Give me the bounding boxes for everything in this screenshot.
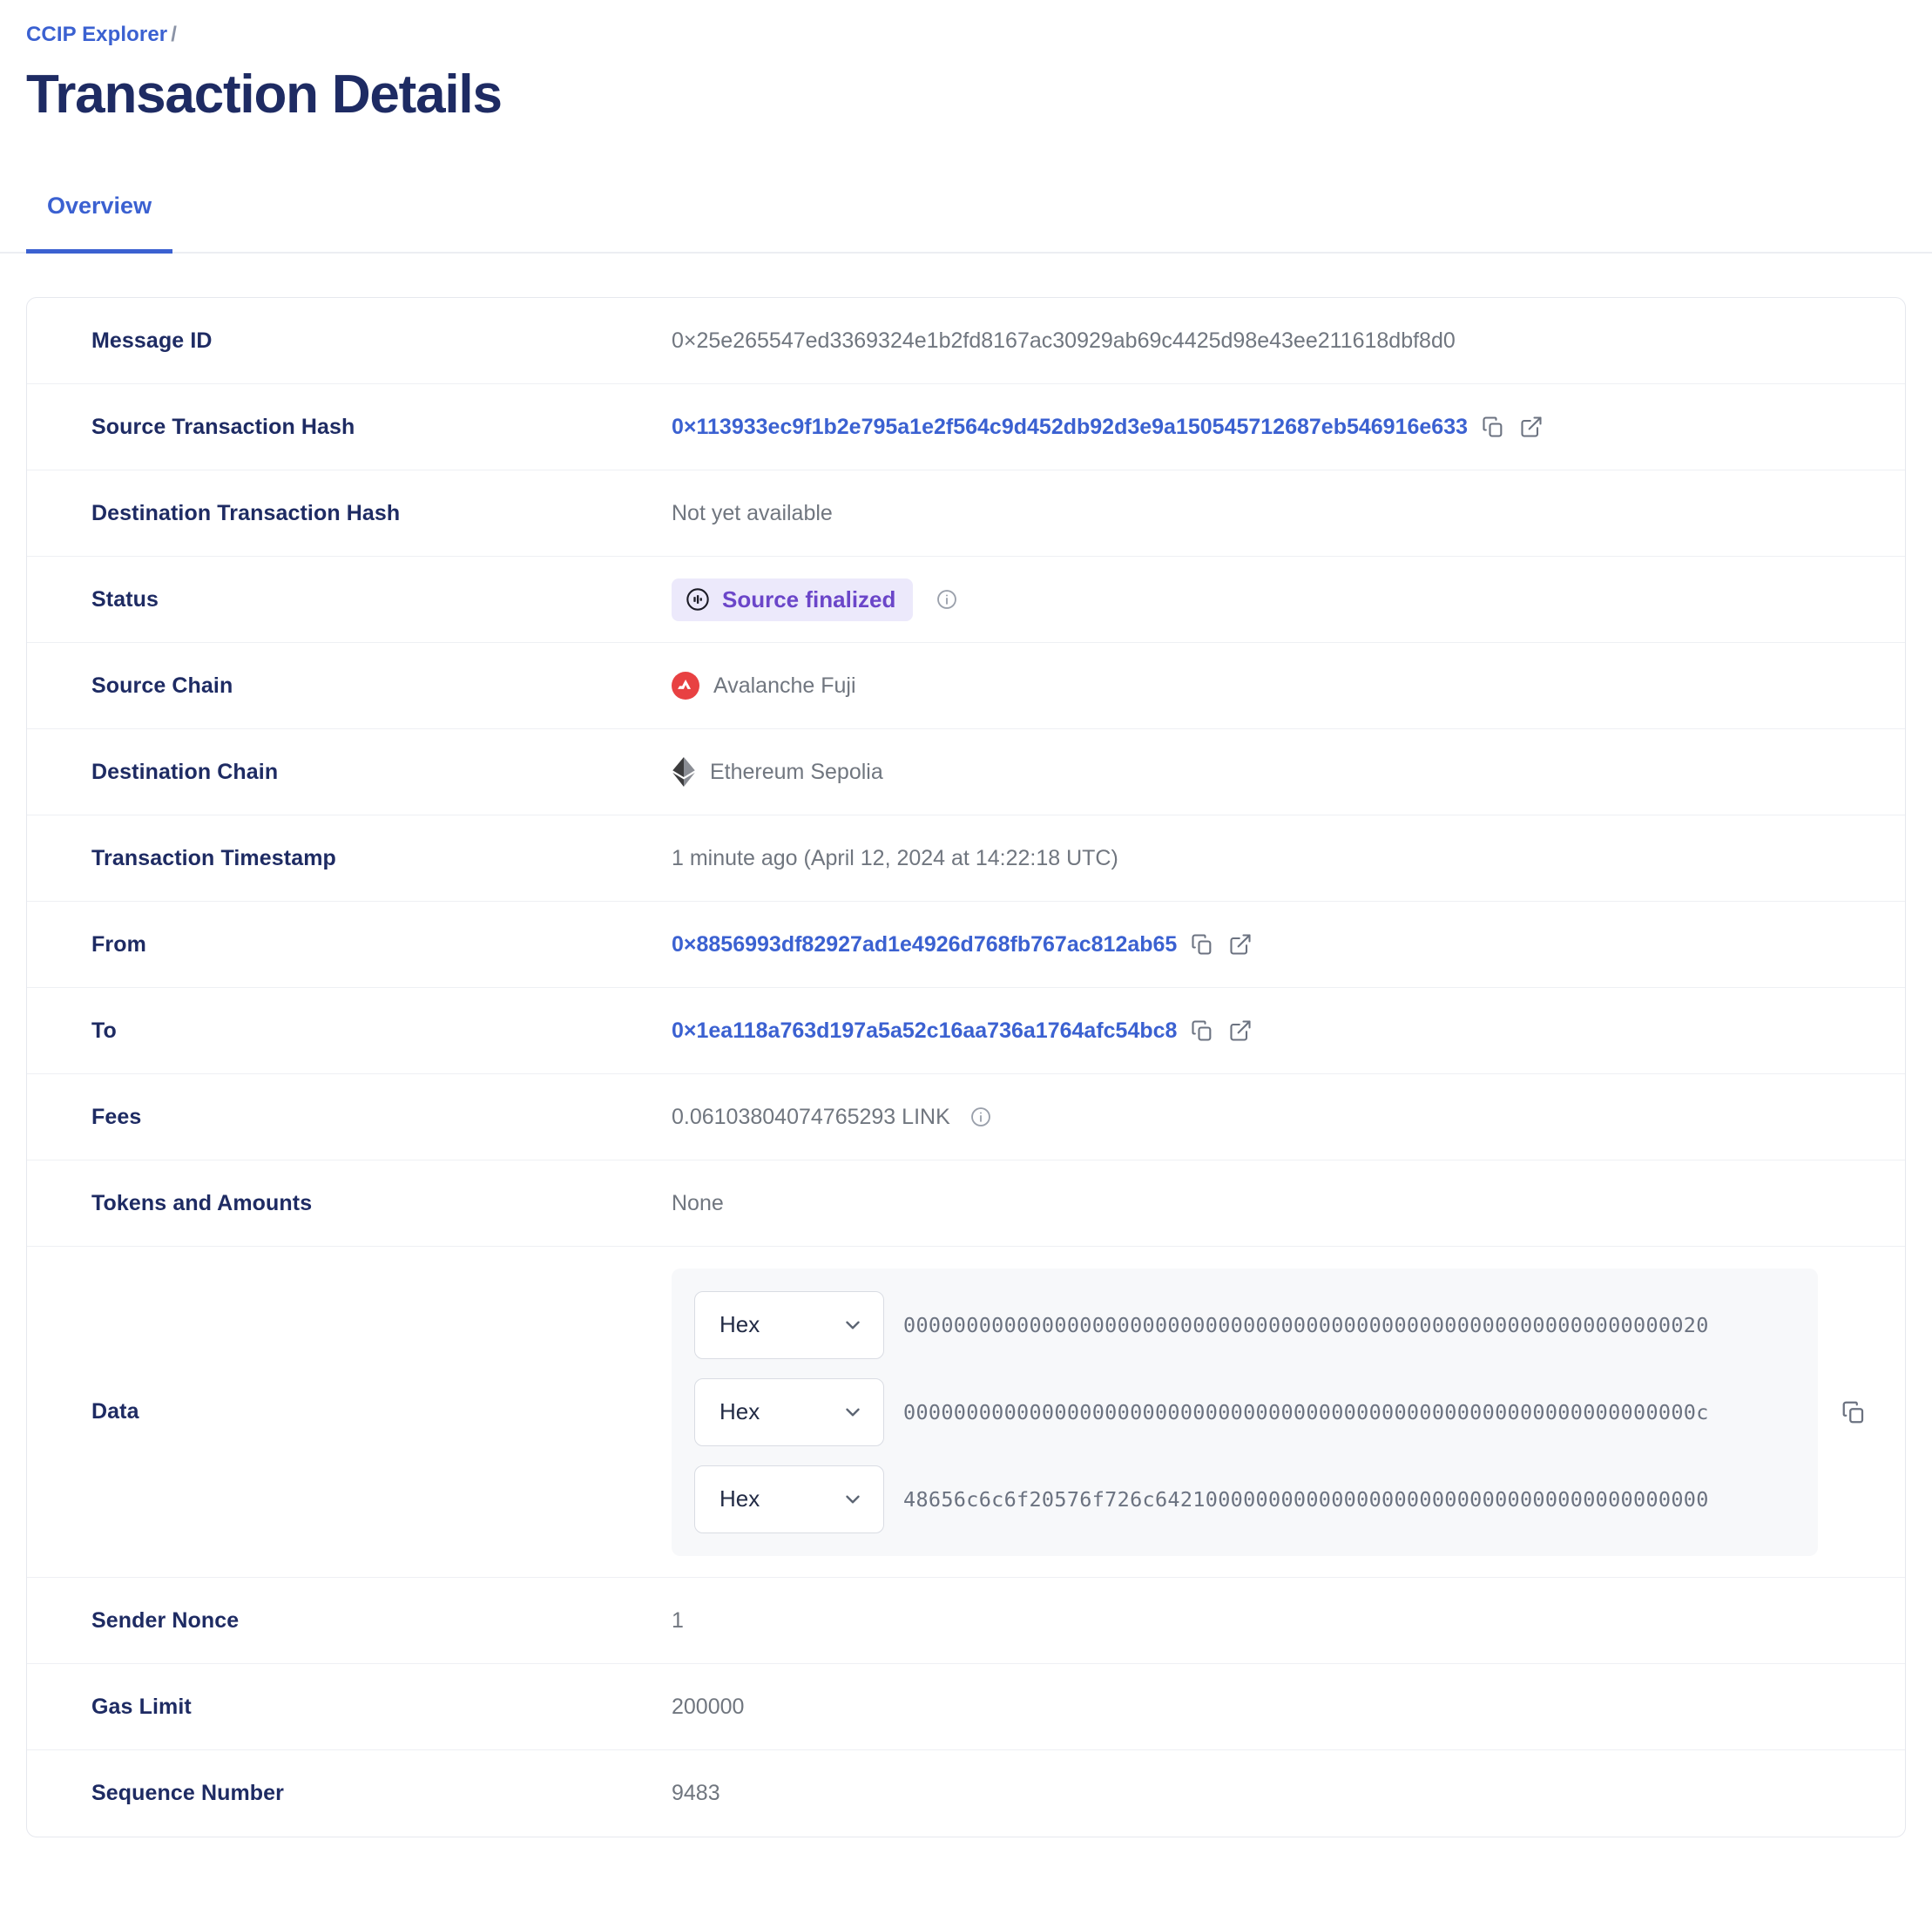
row-status: Status Source finalized xyxy=(27,557,1905,644)
row-from: From 0×8856993df82927ad1e4926d768fb767ac… xyxy=(27,902,1905,989)
chevron-down-icon xyxy=(846,1495,860,1504)
data-line-1-value: 0000000000000000000000000000000000000000… xyxy=(903,1312,1709,1337)
data-format-select-1-value: Hex xyxy=(719,1311,760,1338)
row-source-chain: Source Chain Avalanche Fuji xyxy=(27,643,1905,730)
data-line: Hex 48656c6c6f20576f726c6421000000000000… xyxy=(694,1465,1795,1533)
row-value-source-transaction-hash: 0×113933ec9f1b2e795a1e2f564c9d452db92d3e… xyxy=(672,414,1905,440)
page-title: Transaction Details xyxy=(26,64,503,125)
row-label-sequence-number: Sequence Number xyxy=(91,1781,285,1806)
transaction-details-card: Message ID 0×25e265547ed3369324e1b2fd816… xyxy=(26,297,1906,1838)
source-transaction-hash-link[interactable]: 0×113933ec9f1b2e795a1e2f564c9d452db92d3e… xyxy=(672,414,1469,439)
source-finalized-icon xyxy=(686,588,709,611)
row-value-tokens-and-amounts: None xyxy=(672,1191,1905,1216)
status-badge: Source finalized xyxy=(672,578,914,621)
chevron-down-icon xyxy=(846,1408,860,1417)
from-address-link[interactable]: 0×8856993df82927ad1e4926d768fb767ac812ab… xyxy=(672,931,1178,957)
data-line: Hex 000000000000000000000000000000000000… xyxy=(694,1290,1795,1359)
row-sender-nonce: Sender Nonce 1 xyxy=(27,1578,1905,1665)
tab-overview[interactable]: Overview xyxy=(26,186,173,254)
data-format-select-3-value: Hex xyxy=(719,1485,760,1512)
row-label-tokens-and-amounts: Tokens and Amounts xyxy=(91,1190,313,1215)
row-value-status: Source finalized xyxy=(672,578,1905,621)
data-line-3-value: 48656c6c6f20576f726c64210000000000000000… xyxy=(903,1486,1709,1512)
row-sequence-number: Sequence Number 9483 xyxy=(27,1750,1905,1837)
copy-icon[interactable] xyxy=(1189,1018,1215,1044)
avalanche-icon xyxy=(672,672,699,700)
row-transaction-timestamp: Transaction Timestamp 1 minute ago (Apri… xyxy=(27,815,1905,903)
external-link-icon[interactable] xyxy=(1518,414,1544,440)
row-value-destination-chain: Ethereum Sepolia xyxy=(672,757,1905,788)
row-destination-chain: Destination Chain Ethereum Sepolia xyxy=(27,729,1905,816)
message-id-value: 0×25e265547ed3369324e1b2fd8167ac30929ab6… xyxy=(672,328,1456,353)
row-message-id: Message ID 0×25e265547ed3369324e1b2fd816… xyxy=(27,298,1905,385)
row-value-transaction-timestamp: 1 minute ago (April 12, 2024 at 14:22:18… xyxy=(672,846,1905,871)
to-address-link[interactable]: 0×1ea118a763d197a5a52c16aa736a1764afc54b… xyxy=(672,1018,1178,1043)
data-format-select-2[interactable]: Hex xyxy=(694,1377,884,1446)
row-label-fees: Fees xyxy=(91,1104,142,1129)
row-fees: Fees 0.06103804074765293 LINK xyxy=(27,1074,1905,1161)
tokens-and-amounts-value: None xyxy=(672,1190,724,1215)
sequence-number-value: 9483 xyxy=(672,1781,720,1806)
breadcrumb: CCIP Explorer / xyxy=(0,0,1932,47)
row-value-data: Hex 000000000000000000000000000000000000… xyxy=(672,1248,1905,1577)
fees-value: 0.06103804074765293 LINK xyxy=(672,1104,950,1129)
chevron-down-icon xyxy=(846,1321,860,1330)
row-value-destination-transaction-hash: Not yet available xyxy=(672,501,1905,526)
row-value-gas-limit: 200000 xyxy=(672,1695,1905,1720)
row-label-transaction-timestamp: Transaction Timestamp xyxy=(91,845,336,870)
row-source-transaction-hash: Source Transaction Hash 0×113933ec9f1b2e… xyxy=(27,384,1905,471)
row-label-data: Data xyxy=(91,1399,139,1424)
data-panel: Hex 000000000000000000000000000000000000… xyxy=(672,1268,1818,1556)
row-tokens-and-amounts: Tokens and Amounts None xyxy=(27,1160,1905,1248)
copy-icon[interactable] xyxy=(1480,414,1506,440)
row-value-from: 0×8856993df82927ad1e4926d768fb767ac812ab… xyxy=(672,931,1905,957)
gas-limit-value: 200000 xyxy=(672,1694,745,1719)
sender-nonce-value: 1 xyxy=(672,1607,684,1633)
info-icon[interactable] xyxy=(934,586,960,612)
tab-overview-label: Overview xyxy=(47,193,152,220)
row-label-sender-nonce: Sender Nonce xyxy=(91,1607,240,1633)
row-label-source-chain: Source Chain xyxy=(91,673,233,698)
row-data: Data Hex 0000000000000000000000000000000… xyxy=(27,1247,1905,1579)
external-link-icon[interactable] xyxy=(1227,931,1253,957)
row-label-status: Status xyxy=(91,586,159,612)
data-format-select-1[interactable]: Hex xyxy=(694,1290,884,1359)
data-line-2-value: 0000000000000000000000000000000000000000… xyxy=(903,1399,1709,1424)
copy-icon[interactable] xyxy=(1189,931,1215,957)
external-link-icon[interactable] xyxy=(1227,1018,1253,1044)
breadcrumb-link-ccip-explorer[interactable]: CCIP Explorer xyxy=(26,23,168,46)
row-value-message-id: 0×25e265547ed3369324e1b2fd8167ac30929ab6… xyxy=(672,328,1905,354)
transaction-timestamp-value: 1 minute ago (April 12, 2024 at 14:22:18… xyxy=(672,845,1118,870)
destination-transaction-hash-value: Not yet available xyxy=(672,500,833,525)
row-label-message-id: Message ID xyxy=(91,328,213,353)
ethereum-icon xyxy=(672,757,695,788)
row-value-fees: 0.06103804074765293 LINK xyxy=(672,1104,1905,1130)
row-destination-transaction-hash: Destination Transaction Hash Not yet ava… xyxy=(27,470,1905,558)
breadcrumb-separator: / xyxy=(171,23,178,46)
row-to: To 0×1ea118a763d197a5a52c16aa736a1764afc… xyxy=(27,988,1905,1075)
row-value-to: 0×1ea118a763d197a5a52c16aa736a1764afc54b… xyxy=(672,1018,1905,1044)
row-label-gas-limit: Gas Limit xyxy=(91,1694,192,1719)
row-label-destination-transaction-hash: Destination Transaction Hash xyxy=(91,500,401,525)
data-format-select-3[interactable]: Hex xyxy=(694,1465,884,1533)
row-label-from: From xyxy=(91,931,146,957)
row-gas-limit: Gas Limit 200000 xyxy=(27,1664,1905,1751)
source-chain-name: Avalanche Fuji xyxy=(713,673,856,698)
data-format-select-2-value: Hex xyxy=(719,1398,760,1425)
data-line: Hex 000000000000000000000000000000000000… xyxy=(694,1377,1795,1446)
destination-chain-name: Ethereum Sepolia xyxy=(710,759,883,784)
row-label-source-transaction-hash: Source Transaction Hash xyxy=(91,414,355,439)
row-value-source-chain: Avalanche Fuji xyxy=(672,672,1905,700)
copy-icon[interactable] xyxy=(1841,1399,1867,1425)
row-label-destination-chain: Destination Chain xyxy=(91,759,279,784)
row-value-sender-nonce: 1 xyxy=(672,1608,1905,1634)
row-value-sequence-number: 9483 xyxy=(672,1781,1905,1806)
tab-bar: Overview xyxy=(0,186,1932,254)
status-badge-label: Source finalized xyxy=(722,585,896,612)
info-icon[interactable] xyxy=(968,1104,994,1130)
row-label-to: To xyxy=(91,1018,117,1043)
